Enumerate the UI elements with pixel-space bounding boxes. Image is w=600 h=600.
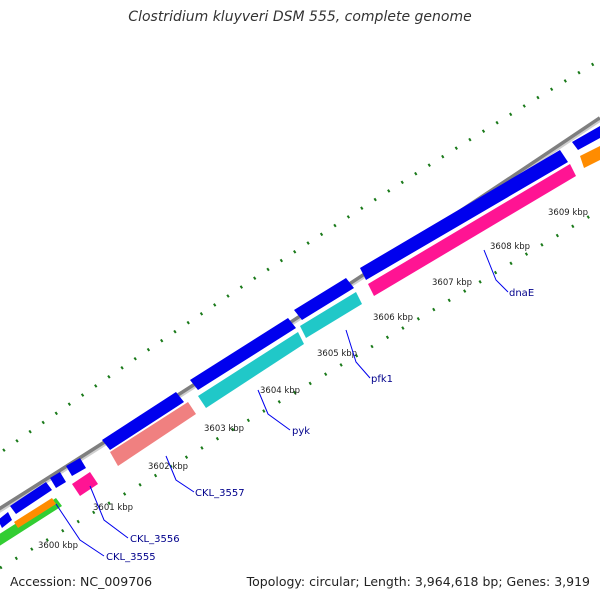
forward-strand: [0, 126, 600, 528]
cds-forward-7[interactable]: [360, 150, 568, 280]
tick-label-3603: 3603 kbp: [204, 424, 244, 434]
gene-label-pyk[interactable]: pyk: [292, 426, 310, 437]
cds-orange-right[interactable]: [580, 146, 600, 168]
cds-forward-3[interactable]: [66, 458, 86, 476]
cds-salmon[interactable]: [110, 402, 196, 466]
outer-tick-ring: [0, 58, 600, 455]
gene-label-ckl3556[interactable]: CKL_3556: [130, 534, 180, 545]
cds-cyan-2[interactable]: [300, 292, 362, 338]
gene-label-dnae[interactable]: dnaE: [509, 288, 534, 299]
tick-labels: 3600 kbp 3601 kbp 3602 kbp 3603 kbp 3604…: [38, 208, 588, 551]
reverse-strand: [0, 146, 600, 546]
gene-labels: CKL_3555 CKL_3556 CKL_3557 pyk pfk1 dnaE: [106, 288, 534, 563]
gene-leaders: [55, 249, 509, 557]
cds-cyan-1[interactable]: [198, 332, 304, 408]
cds-forward-6[interactable]: [294, 278, 354, 320]
cds-orange-left[interactable]: [14, 498, 56, 528]
cds-forward-8[interactable]: [572, 126, 600, 150]
cds-forward-1[interactable]: [10, 482, 52, 514]
tick-label-3602: 3602 kbp: [148, 462, 188, 472]
cds-forward-5[interactable]: [190, 318, 296, 390]
cds-forward-2[interactable]: [50, 472, 66, 488]
cds-forward-4[interactable]: [102, 392, 184, 450]
tick-label-3608: 3608 kbp: [490, 242, 530, 252]
cds-pink-large[interactable]: [368, 164, 576, 296]
tick-label-3605: 3605 kbp: [317, 349, 357, 359]
tick-label-3600: 3600 kbp: [38, 541, 78, 551]
genome-summary-text: Topology: circular; Length: 3,964,618 bp…: [246, 574, 590, 589]
accession-text: Accession: NC_009706: [10, 574, 153, 589]
tick-label-3601: 3601 kbp: [93, 503, 133, 513]
gene-label-ckl3555[interactable]: CKL_3555: [106, 552, 156, 563]
gene-label-ckl3557[interactable]: CKL_3557: [195, 488, 245, 499]
tick-label-3606: 3606 kbp: [373, 313, 413, 323]
cds-forward-0[interactable]: [0, 512, 12, 528]
tick-label-3609: 3609 kbp: [548, 208, 588, 218]
tick-label-3607: 3607 kbp: [432, 278, 472, 288]
map-title: Clostridium kluyveri DSM 555, complete g…: [128, 9, 472, 25]
cds-pink-small[interactable]: [72, 472, 98, 496]
tick-label-3604: 3604 kbp: [260, 386, 300, 396]
gene-label-pfk1[interactable]: pfk1: [371, 374, 393, 385]
